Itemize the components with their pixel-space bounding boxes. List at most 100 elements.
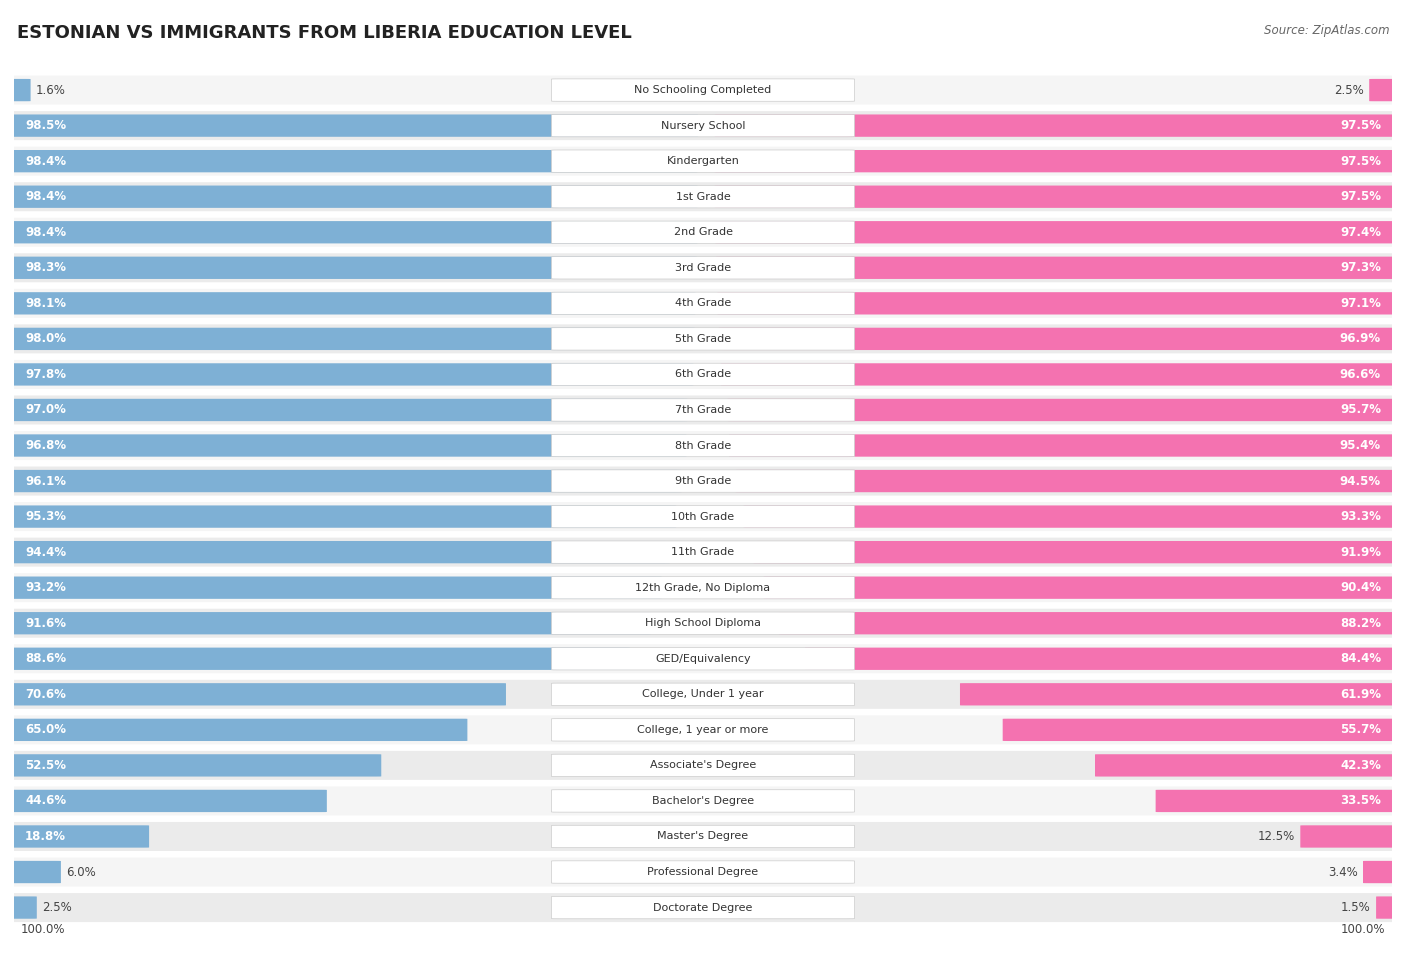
- FancyBboxPatch shape: [714, 185, 1398, 208]
- FancyBboxPatch shape: [551, 719, 855, 741]
- FancyBboxPatch shape: [716, 256, 1398, 279]
- Text: Doctorate Degree: Doctorate Degree: [654, 903, 752, 913]
- FancyBboxPatch shape: [730, 434, 1398, 456]
- Text: 97.5%: 97.5%: [1340, 119, 1381, 133]
- Text: 98.4%: 98.4%: [25, 226, 66, 239]
- Text: 6.0%: 6.0%: [66, 866, 96, 878]
- FancyBboxPatch shape: [8, 790, 326, 812]
- FancyBboxPatch shape: [714, 150, 1398, 173]
- Text: 97.0%: 97.0%: [25, 404, 66, 416]
- Text: Source: ZipAtlas.com: Source: ZipAtlas.com: [1264, 24, 1389, 37]
- Text: 93.3%: 93.3%: [1340, 510, 1381, 524]
- Text: 3rd Grade: 3rd Grade: [675, 263, 731, 273]
- Text: 96.1%: 96.1%: [25, 475, 66, 488]
- FancyBboxPatch shape: [8, 221, 697, 244]
- Text: College, Under 1 year: College, Under 1 year: [643, 689, 763, 699]
- Text: 1st Grade: 1st Grade: [676, 192, 730, 202]
- Text: 90.4%: 90.4%: [1340, 581, 1381, 594]
- FancyBboxPatch shape: [8, 683, 506, 706]
- FancyBboxPatch shape: [721, 364, 1398, 385]
- Text: 52.5%: 52.5%: [25, 759, 66, 772]
- FancyBboxPatch shape: [717, 292, 1398, 315]
- FancyBboxPatch shape: [3, 76, 1403, 104]
- Text: 97.5%: 97.5%: [1340, 190, 1381, 203]
- FancyBboxPatch shape: [3, 680, 1403, 709]
- FancyBboxPatch shape: [714, 114, 1398, 136]
- FancyBboxPatch shape: [8, 896, 37, 918]
- Text: 94.5%: 94.5%: [1340, 475, 1381, 488]
- Text: 12th Grade, No Diploma: 12th Grade, No Diploma: [636, 583, 770, 593]
- FancyBboxPatch shape: [3, 396, 1403, 424]
- Text: College, 1 year or more: College, 1 year or more: [637, 724, 769, 735]
- Text: 98.0%: 98.0%: [25, 332, 66, 345]
- Text: 96.8%: 96.8%: [25, 439, 66, 452]
- FancyBboxPatch shape: [8, 434, 686, 456]
- FancyBboxPatch shape: [1095, 755, 1398, 776]
- Text: ESTONIAN VS IMMIGRANTS FROM LIBERIA EDUCATION LEVEL: ESTONIAN VS IMMIGRANTS FROM LIBERIA EDUC…: [17, 24, 631, 42]
- FancyBboxPatch shape: [744, 505, 1398, 527]
- FancyBboxPatch shape: [8, 576, 662, 599]
- Text: 84.4%: 84.4%: [1340, 652, 1381, 665]
- FancyBboxPatch shape: [3, 146, 1403, 176]
- FancyBboxPatch shape: [3, 360, 1403, 389]
- Text: 96.6%: 96.6%: [1340, 368, 1381, 381]
- FancyBboxPatch shape: [551, 114, 855, 136]
- FancyBboxPatch shape: [8, 256, 697, 279]
- FancyBboxPatch shape: [551, 825, 855, 847]
- Text: 88.2%: 88.2%: [1340, 617, 1381, 630]
- FancyBboxPatch shape: [8, 541, 669, 564]
- Text: Professional Degree: Professional Degree: [647, 867, 759, 878]
- FancyBboxPatch shape: [3, 111, 1403, 140]
- FancyBboxPatch shape: [779, 612, 1398, 635]
- FancyBboxPatch shape: [716, 221, 1398, 244]
- Text: 2nd Grade: 2nd Grade: [673, 227, 733, 237]
- Text: 1.5%: 1.5%: [1341, 901, 1371, 915]
- Text: 98.5%: 98.5%: [25, 119, 66, 133]
- Text: 3.4%: 3.4%: [1327, 866, 1358, 878]
- Text: Nursery School: Nursery School: [661, 121, 745, 131]
- Text: 33.5%: 33.5%: [1340, 795, 1381, 807]
- Text: 100.0%: 100.0%: [1340, 923, 1385, 936]
- FancyBboxPatch shape: [1369, 79, 1398, 101]
- FancyBboxPatch shape: [3, 537, 1403, 566]
- FancyBboxPatch shape: [551, 399, 855, 421]
- FancyBboxPatch shape: [3, 751, 1403, 780]
- FancyBboxPatch shape: [3, 289, 1403, 318]
- FancyBboxPatch shape: [1002, 719, 1398, 741]
- FancyBboxPatch shape: [551, 185, 855, 208]
- FancyBboxPatch shape: [551, 790, 855, 812]
- FancyBboxPatch shape: [551, 647, 855, 670]
- FancyBboxPatch shape: [735, 470, 1398, 492]
- Text: 91.6%: 91.6%: [25, 617, 66, 630]
- Text: 100.0%: 100.0%: [21, 923, 66, 936]
- Text: 88.6%: 88.6%: [25, 652, 66, 665]
- FancyBboxPatch shape: [1362, 861, 1398, 883]
- Text: Bachelor's Degree: Bachelor's Degree: [652, 796, 754, 806]
- FancyBboxPatch shape: [551, 755, 855, 777]
- FancyBboxPatch shape: [8, 470, 682, 492]
- Text: 18.8%: 18.8%: [25, 830, 66, 843]
- Text: 44.6%: 44.6%: [25, 795, 66, 807]
- Text: 2.5%: 2.5%: [42, 901, 72, 915]
- Text: 98.4%: 98.4%: [25, 190, 66, 203]
- Text: 70.6%: 70.6%: [25, 687, 66, 701]
- FancyBboxPatch shape: [754, 541, 1398, 564]
- Text: 61.9%: 61.9%: [1340, 687, 1381, 701]
- FancyBboxPatch shape: [1301, 825, 1398, 847]
- Text: 55.7%: 55.7%: [1340, 723, 1381, 736]
- FancyBboxPatch shape: [3, 858, 1403, 886]
- FancyBboxPatch shape: [3, 502, 1403, 531]
- Text: Master's Degree: Master's Degree: [658, 832, 748, 841]
- FancyBboxPatch shape: [8, 292, 696, 315]
- FancyBboxPatch shape: [3, 822, 1403, 851]
- FancyBboxPatch shape: [8, 185, 697, 208]
- Text: 96.9%: 96.9%: [1340, 332, 1381, 345]
- Text: 93.2%: 93.2%: [25, 581, 66, 594]
- FancyBboxPatch shape: [8, 755, 381, 776]
- FancyBboxPatch shape: [551, 896, 855, 918]
- Text: High School Diploma: High School Diploma: [645, 618, 761, 628]
- Text: 8th Grade: 8th Grade: [675, 441, 731, 450]
- FancyBboxPatch shape: [3, 217, 1403, 247]
- Text: 4th Grade: 4th Grade: [675, 298, 731, 308]
- FancyBboxPatch shape: [3, 431, 1403, 460]
